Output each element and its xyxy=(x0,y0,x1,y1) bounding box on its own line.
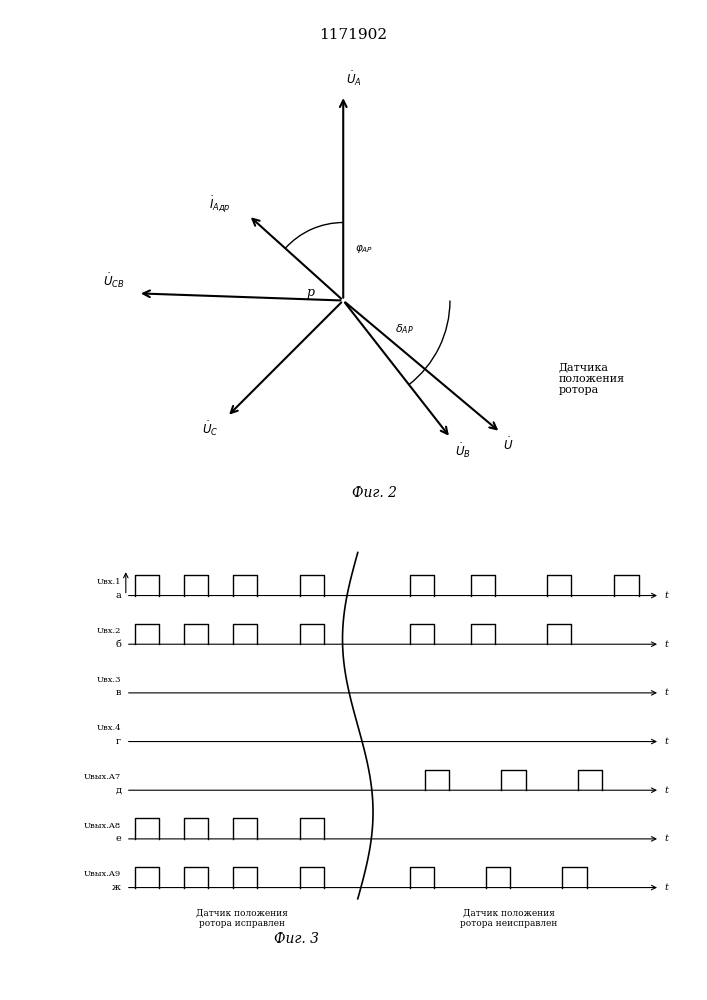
Text: t: t xyxy=(665,591,668,600)
Text: Датчик положения
ротора неисправлен: Датчик положения ротора неисправлен xyxy=(460,908,558,928)
Text: е: е xyxy=(115,834,121,843)
Text: t: t xyxy=(665,786,668,795)
Text: $\dot{U}_C$: $\dot{U}_C$ xyxy=(202,420,219,438)
Text: Фиг. 2: Фиг. 2 xyxy=(351,486,397,500)
Text: Uвх.3: Uвх.3 xyxy=(97,676,121,684)
Text: Uвых.A7: Uвых.A7 xyxy=(84,773,121,781)
Text: $\varphi_{AP}$: $\varphi_{AP}$ xyxy=(355,243,373,255)
Text: Uвх.2: Uвх.2 xyxy=(97,627,121,635)
Text: t: t xyxy=(665,688,668,697)
Text: t: t xyxy=(665,834,668,843)
Text: Uвых.A9: Uвых.A9 xyxy=(84,870,121,878)
Text: $\dot{U}_A$: $\dot{U}_A$ xyxy=(346,70,361,88)
Text: $\dot{U}_{CB}$: $\dot{U}_{CB}$ xyxy=(103,272,124,290)
Text: ж: ж xyxy=(112,883,121,892)
Text: Датчика
положения
ротора: Датчика положения ротора xyxy=(559,362,625,395)
Text: в: в xyxy=(116,688,121,697)
Text: t: t xyxy=(665,737,668,746)
Text: $\delta_{AP}$: $\delta_{AP}$ xyxy=(395,322,414,336)
Text: t: t xyxy=(665,883,668,892)
Text: t: t xyxy=(665,640,668,649)
Text: Uвх.4: Uвх.4 xyxy=(97,724,121,732)
Text: $\dot{U}$: $\dot{U}$ xyxy=(503,437,514,453)
Text: д: д xyxy=(115,786,121,795)
Text: г: г xyxy=(116,737,121,746)
Text: Uвх.1: Uвх.1 xyxy=(97,578,121,586)
Text: $\dot{U}_B$: $\dot{U}_B$ xyxy=(455,441,471,460)
Text: 1171902: 1171902 xyxy=(320,28,387,42)
Text: Uвых.A8: Uвых.A8 xyxy=(84,822,121,830)
Text: а: а xyxy=(115,591,121,600)
Text: Фиг. 3: Фиг. 3 xyxy=(274,932,320,946)
Text: $\dot{I}_{Aдp}$: $\dot{I}_{Aдp}$ xyxy=(209,195,230,215)
Text: Датчик положения
ротора исправлен: Датчик положения ротора исправлен xyxy=(196,908,288,928)
Text: p: p xyxy=(306,286,315,299)
Text: б: б xyxy=(115,640,121,649)
